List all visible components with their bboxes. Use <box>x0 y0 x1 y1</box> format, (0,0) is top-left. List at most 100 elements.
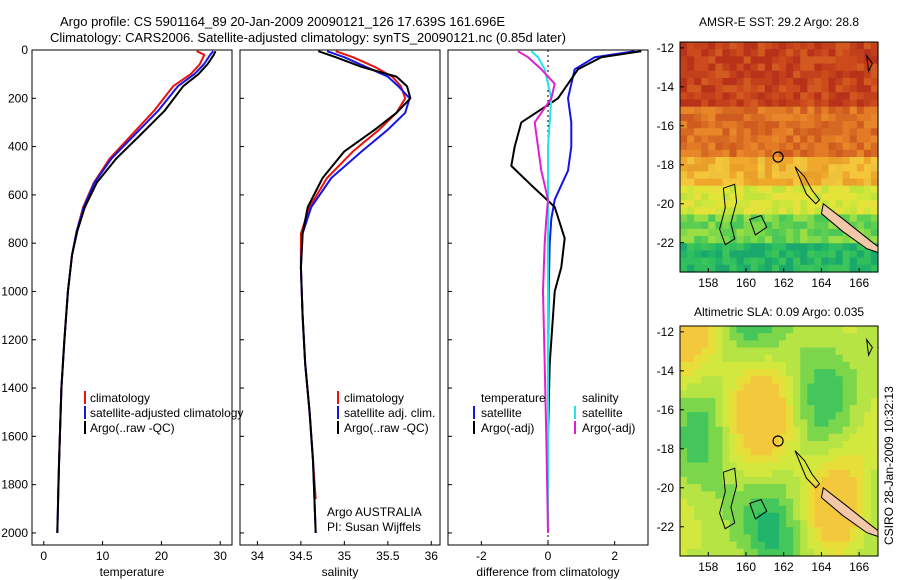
heatmap-cell <box>771 397 780 406</box>
temperature-panel: 0 10 20 30020040060080010001200140016001800… <box>1 43 233 579</box>
heatmap-cell <box>722 99 731 108</box>
heatmap-cell <box>800 534 808 543</box>
heatmap-cell <box>807 498 815 507</box>
heatmap-cell <box>821 178 830 187</box>
heatmap-cell <box>743 412 752 421</box>
heatmap-cell <box>807 476 815 485</box>
heatmap-cell <box>835 469 844 478</box>
heatmap-cell <box>821 498 830 507</box>
heatmap-cell <box>764 441 773 449</box>
heatmap-cell <box>722 390 731 399</box>
heatmap-cell <box>828 462 837 471</box>
heatmap-cell <box>764 548 773 557</box>
heatmap-cell <box>750 405 759 413</box>
heatmap-cell <box>779 135 787 144</box>
heatmap-cell <box>687 462 695 471</box>
heatmap-cell <box>786 200 794 208</box>
heatmap-cell <box>680 128 688 137</box>
heatmap-cell <box>743 476 752 485</box>
heatmap-cell <box>835 236 844 244</box>
heatmap-cell <box>722 484 731 492</box>
heatmap-cell <box>849 171 858 180</box>
heatmap-cell <box>814 527 823 536</box>
heatmap-cell <box>708 469 716 478</box>
heatmap-cell <box>708 185 716 194</box>
y-tick-label: -12 <box>657 325 675 339</box>
heatmap-cell <box>779 527 787 536</box>
heatmap-cell <box>757 56 766 65</box>
heatmap-cell <box>793 347 801 356</box>
heatmap-cell <box>729 164 738 172</box>
heatmap-cell <box>729 42 738 50</box>
heatmap-cell <box>743 42 752 50</box>
heatmap-cell <box>687 106 695 115</box>
heatmap-cell <box>828 369 837 377</box>
heatmap-cell <box>779 333 787 341</box>
heatmap-cell <box>786 63 794 72</box>
sla-map-panel: 158 160 162 164 166-12-14-16-18-20-22 <box>657 325 879 574</box>
heatmap-cell <box>701 157 709 165</box>
heatmap-cell <box>750 135 759 144</box>
heatmap-cell <box>764 361 773 370</box>
heatmap-cell <box>687 527 695 536</box>
heatmap-cell <box>870 354 879 363</box>
heatmap-cell <box>771 106 780 115</box>
heatmap-cell <box>814 383 823 392</box>
heatmap-cell <box>694 250 702 259</box>
heatmap-cell <box>814 56 823 65</box>
heatmap-cell <box>786 441 794 449</box>
heatmap-cell <box>800 243 808 252</box>
heatmap-cell <box>743 512 752 521</box>
heatmap-cell <box>828 250 837 259</box>
heatmap-cell <box>800 99 808 108</box>
heatmap-cell <box>863 512 872 521</box>
heatmap-cell <box>757 77 766 86</box>
heatmap-cell <box>870 135 879 144</box>
heatmap-cell <box>680 419 688 428</box>
heatmap-cell <box>870 376 879 385</box>
heatmap-cell <box>786 548 794 557</box>
heatmap-cell <box>793 527 801 536</box>
heatmap-cell <box>786 42 794 50</box>
heatmap-cell <box>807 157 815 165</box>
heatmap-cell <box>722 236 731 244</box>
heatmap-cell <box>835 49 844 57</box>
heatmap-cell <box>729 347 738 356</box>
heatmap-cell <box>807 455 815 464</box>
heatmap-cell <box>800 113 808 122</box>
heatmap-cell <box>771 469 780 478</box>
heatmap-cell <box>680 221 688 230</box>
heatmap-cell <box>793 433 801 442</box>
heatmap-cell <box>757 333 766 341</box>
heatmap-cell <box>849 264 858 273</box>
heatmap-cell <box>856 92 865 101</box>
heatmap-cell <box>736 236 745 244</box>
heatmap-cell <box>779 448 787 456</box>
heatmap-cell <box>729 476 738 485</box>
heatmap-cell <box>793 412 801 421</box>
heatmap-cell <box>842 171 851 180</box>
heatmap-cell <box>779 505 787 514</box>
heatmap-cell <box>687 192 695 201</box>
heatmap-cell <box>722 498 731 507</box>
heatmap-cell <box>800 412 808 421</box>
heatmap-cell <box>786 236 794 244</box>
heatmap-cell <box>786 412 794 421</box>
heatmap-cell <box>715 228 724 237</box>
heatmap-cell <box>708 228 716 237</box>
heatmap-cell <box>757 228 766 237</box>
heatmap-cell <box>715 512 724 521</box>
heatmap-cell <box>793 462 801 471</box>
heatmap-cell <box>849 243 858 252</box>
heatmap-cell <box>849 455 858 464</box>
series-satellite-adj-clim- <box>299 50 411 533</box>
heatmap-cell <box>771 171 780 180</box>
heatmap-cell <box>863 361 872 370</box>
heatmap-cell <box>680 491 688 500</box>
heatmap-cell <box>821 520 830 528</box>
heatmap-cell <box>800 192 808 201</box>
heatmap-cell <box>828 49 837 57</box>
heatmap-cell <box>856 333 865 341</box>
heatmap-cell <box>807 221 815 230</box>
heatmap-cell <box>729 178 738 187</box>
